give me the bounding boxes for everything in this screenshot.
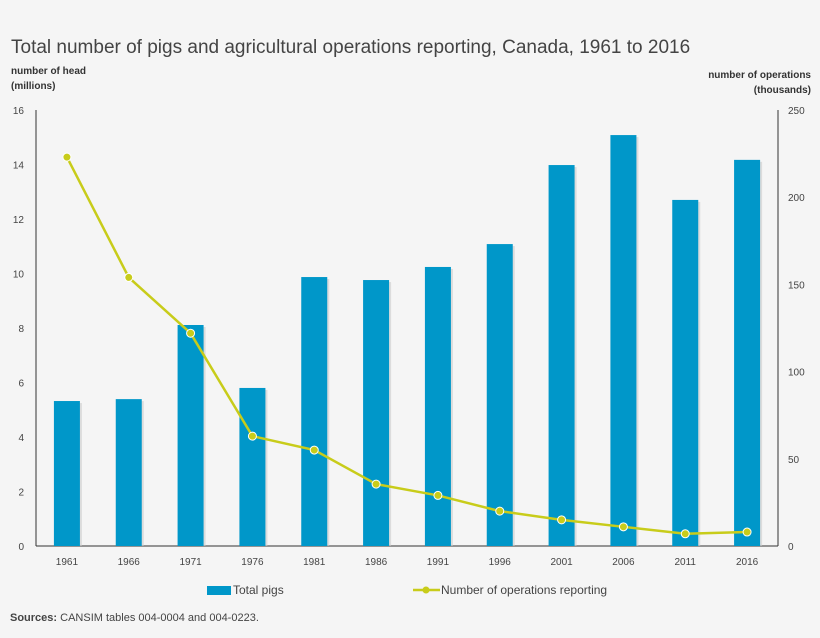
line-point — [433, 490, 443, 500]
x-tick-label: 1966 — [118, 557, 141, 568]
x-tick-label: 2006 — [612, 557, 635, 568]
left-axis-label-line1: number of head — [11, 66, 87, 77]
right-axis-label-line1: number of operations — [708, 70, 811, 81]
source-label: Sources: — [10, 612, 58, 624]
left-axis-label: number of head (millions) — [11, 64, 86, 94]
bar — [548, 165, 575, 547]
left-axis-label-line2: (millions) — [11, 81, 56, 92]
right-tick-label: 100 — [788, 368, 805, 379]
right-axis-label-line2: (thousands) — [753, 85, 811, 96]
legend-bar-swatch — [207, 586, 231, 595]
line-point — [495, 506, 505, 516]
x-tick-label: 1996 — [489, 557, 512, 568]
operations-line — [65, 156, 748, 536]
line-point — [186, 328, 196, 338]
left-tick-label: 4 — [18, 433, 24, 444]
source-text: CANSIM tables 004-0004 and 004-0223. — [57, 612, 259, 624]
right-tick-label: 150 — [788, 280, 805, 291]
bar — [486, 244, 513, 546]
x-tick-label: 2016 — [736, 557, 759, 568]
line-point — [742, 527, 752, 537]
x-tick-label: 1961 — [56, 557, 79, 568]
bar — [610, 135, 637, 546]
bar — [301, 277, 328, 546]
bar — [177, 325, 204, 546]
x-tick-label: 2011 — [674, 557, 696, 568]
source-note: Sources: CANSIM tables 004-0004 and 004-… — [10, 612, 259, 624]
x-tick-label: 1976 — [241, 557, 264, 568]
chart-title: Total number of pigs and agricultural op… — [11, 37, 691, 58]
right-tick-label: 0 — [788, 542, 794, 553]
line-point — [680, 529, 690, 539]
line-point — [557, 515, 567, 525]
line-point — [618, 522, 628, 532]
left-tick-label: 0 — [18, 542, 24, 553]
right-tick-label: 50 — [788, 455, 800, 466]
right-tick-label: 250 — [788, 106, 805, 117]
legend-line-marker — [422, 586, 430, 594]
line-point — [371, 479, 381, 489]
legend-label-total-pigs: Total pigs — [233, 583, 284, 597]
x-tick-label: 2001 — [550, 557, 573, 568]
x-tick-label: 1991 — [427, 557, 450, 568]
left-tick-label: 6 — [18, 379, 24, 390]
right-axis-label: number of operations (thousands) — [708, 68, 811, 98]
left-tick-label: 14 — [13, 161, 25, 172]
left-tick-label: 8 — [18, 324, 24, 335]
x-tick-label: 1971 — [179, 557, 202, 568]
bar — [53, 401, 80, 546]
line-point — [309, 445, 319, 455]
line-point — [247, 431, 257, 441]
x-tick-label: 1986 — [365, 557, 388, 568]
bar — [115, 399, 142, 546]
bar — [363, 280, 390, 546]
bar — [239, 387, 266, 546]
line-point — [124, 272, 134, 282]
left-tick-label: 12 — [13, 215, 25, 226]
right-tick-label: 200 — [788, 193, 805, 204]
left-tick-label: 2 — [18, 488, 24, 499]
line-point — [62, 152, 72, 162]
bar — [672, 199, 699, 547]
left-tick-label: 16 — [13, 106, 25, 117]
legend-label-operations: Number of operations reporting — [441, 583, 607, 597]
bar — [424, 266, 451, 546]
x-tick-label: 1981 — [303, 557, 326, 568]
left-tick-label: 10 — [13, 270, 25, 281]
bar — [734, 159, 761, 546]
